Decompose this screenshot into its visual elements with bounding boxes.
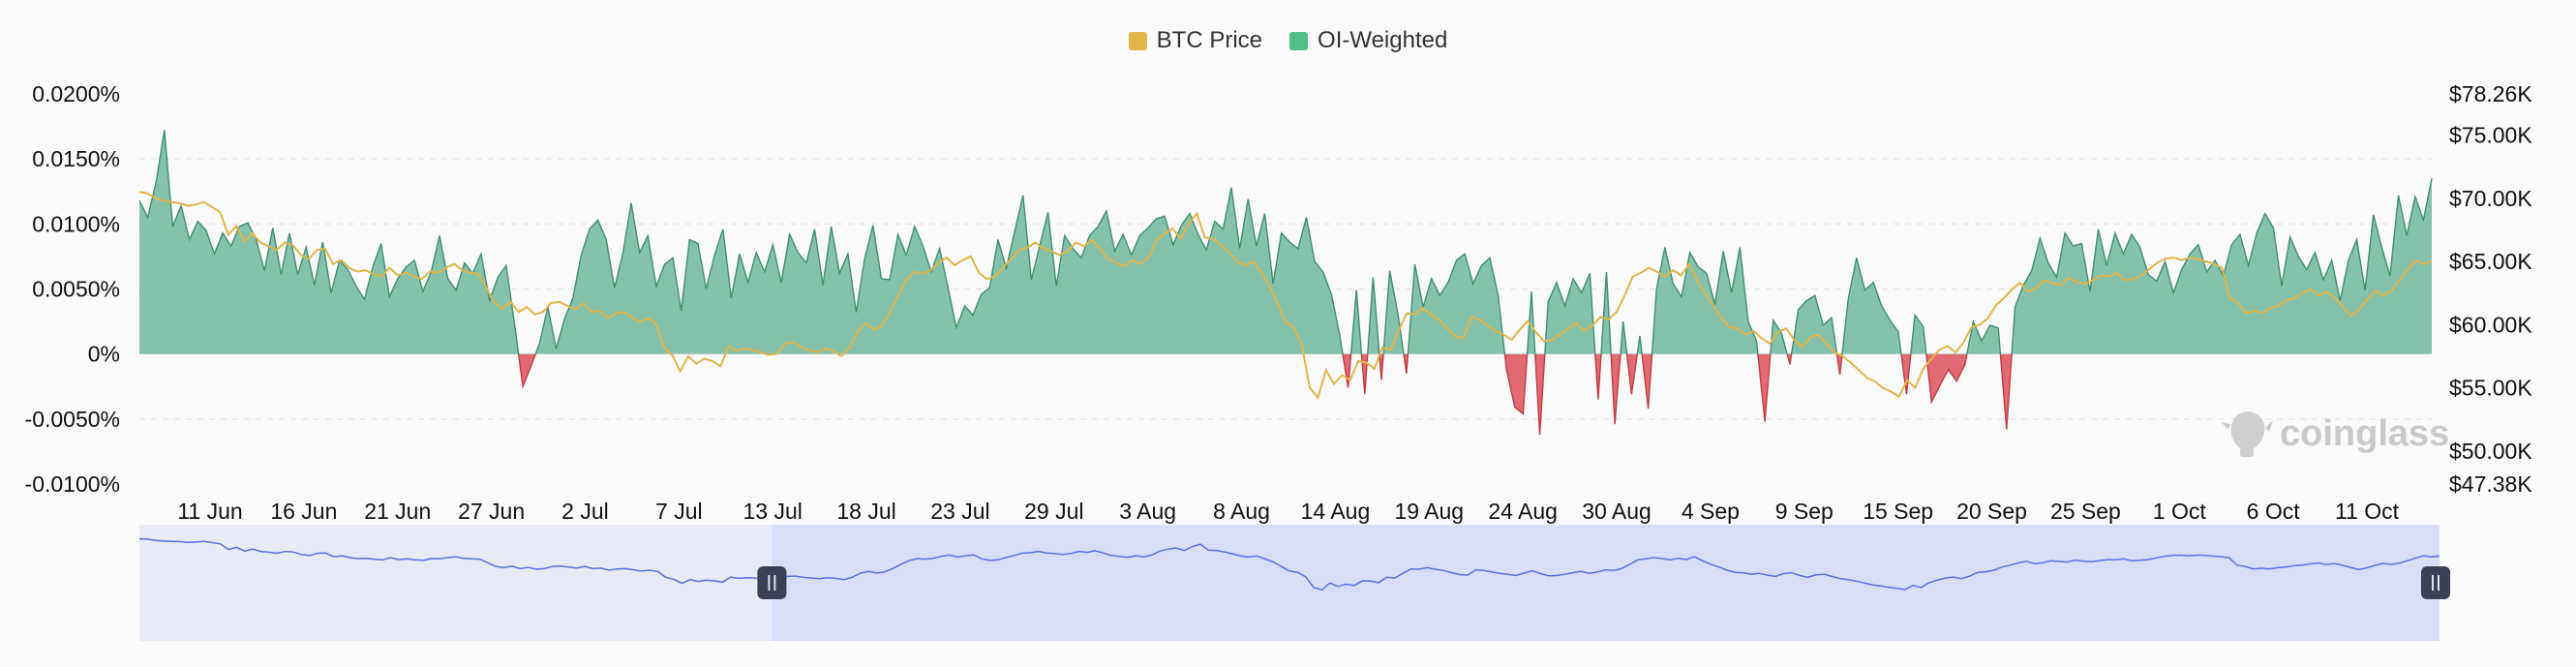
- right-tick-label: $50.00K: [2449, 439, 2532, 464]
- right-tick-label: $75.00K: [2449, 123, 2532, 148]
- oi-weighted-swatch: [1289, 31, 1309, 50]
- x-tick-label: 13 Jul: [743, 499, 803, 524]
- x-tick-label: 7 Jul: [655, 499, 703, 524]
- right-axis: $78.26K $75.00K $70.00K $65.00K $60.00K $55.0…: [2449, 81, 2532, 497]
- x-tick-label: 25 Sep: [2050, 499, 2121, 524]
- x-tick-label: 18 Jul: [836, 499, 895, 524]
- oi-negative-line: [517, 354, 2013, 436]
- right-tick-label: $65.00K: [2449, 249, 2532, 274]
- left-tick-label: 0%: [88, 342, 120, 367]
- left-tick-label: -0.0050%: [25, 407, 120, 432]
- left-tick-label: 0.0100%: [32, 211, 120, 236]
- x-tick-label: 15 Sep: [1863, 499, 1933, 524]
- pause-grip-icon: [2421, 566, 2450, 599]
- x-tick-label: 14 Aug: [1301, 499, 1371, 524]
- x-tick-label: 29 Jul: [1024, 499, 1083, 524]
- x-tick-label: 21 Jun: [364, 499, 431, 524]
- navigator-line: [138, 537, 2440, 591]
- legend-item-oi-weighted[interactable]: OI-Weighted: [1289, 27, 1447, 54]
- x-tick-label: 1 Oct: [2153, 499, 2207, 524]
- oi-positive-line: [138, 130, 2433, 354]
- x-tick-label: 11 Jun: [177, 499, 242, 524]
- right-tick-label: $47.38K: [2449, 471, 2532, 497]
- x-tick-label: 4 Sep: [1682, 499, 1740, 524]
- navigator-right-handle[interactable]: [2421, 566, 2450, 599]
- btc-price-line: [138, 191, 2433, 401]
- x-tick-label: 30 Aug: [1582, 499, 1652, 524]
- right-tick-label: $78.26K: [2449, 81, 2532, 106]
- x-tick-label: 9 Sep: [1775, 499, 1834, 524]
- x-tick-label: 20 Sep: [1956, 499, 2027, 524]
- x-tick-label: 19 Aug: [1394, 499, 1464, 524]
- right-tick-label: $60.00K: [2449, 312, 2532, 337]
- x-tick-label: 3 Aug: [1119, 499, 1176, 524]
- x-tick-label: 2 Jul: [561, 499, 609, 524]
- left-tick-label: 0.0050%: [32, 277, 120, 302]
- right-tick-label: $55.00K: [2449, 376, 2532, 401]
- navigator-left-handle[interactable]: [757, 566, 787, 599]
- left-axis: 0.0200% 0.0150% 0.0100% 0.0050% 0% -0.0050% -0…: [25, 81, 120, 497]
- legend-label-btc-price: BTC Price: [1156, 27, 1263, 53]
- x-tick-label: 27 Jun: [458, 499, 525, 524]
- coinglass-logo-icon: [2221, 411, 2273, 457]
- oi-weighted-series: [138, 130, 2433, 436]
- navigator-selected-range[interactable]: [772, 525, 2440, 641]
- legend-item-btc-price[interactable]: BTC Price: [1128, 27, 1263, 54]
- oi-positive-area: [139, 130, 2432, 354]
- x-tick-label: 6 Oct: [2247, 499, 2301, 524]
- x-tick-label: 24 Aug: [1488, 499, 1558, 524]
- btc-price-swatch: [1128, 31, 1147, 50]
- btc-price-series: [138, 191, 2433, 401]
- x-tick-label: 16 Jun: [270, 499, 337, 524]
- pause-grip-icon: [757, 566, 787, 599]
- legend: BTC Price OI-Weighted: [0, 27, 2576, 54]
- navigator[interactable]: [138, 525, 2450, 641]
- watermark: coinglass: [2221, 411, 2449, 457]
- legend-label-oi-weighted: OI-Weighted: [1318, 27, 1448, 53]
- watermark-text: coinglass: [2280, 413, 2449, 454]
- x-tick-label: 8 Aug: [1213, 499, 1270, 524]
- left-tick-label: -0.0100%: [25, 471, 120, 497]
- x-tick-label: 23 Jul: [930, 499, 989, 524]
- right-tick-label: $70.00K: [2449, 186, 2532, 211]
- x-axis: 11 Jun 16 Jun 21 Jun 27 Jun 2 Jul 7 Jul 13 Jul…: [177, 499, 2399, 524]
- x-tick-label: 11 Oct: [2335, 499, 2400, 524]
- left-tick-label: 0.0150%: [32, 146, 120, 171]
- left-tick-label: 0.0200%: [32, 81, 120, 106]
